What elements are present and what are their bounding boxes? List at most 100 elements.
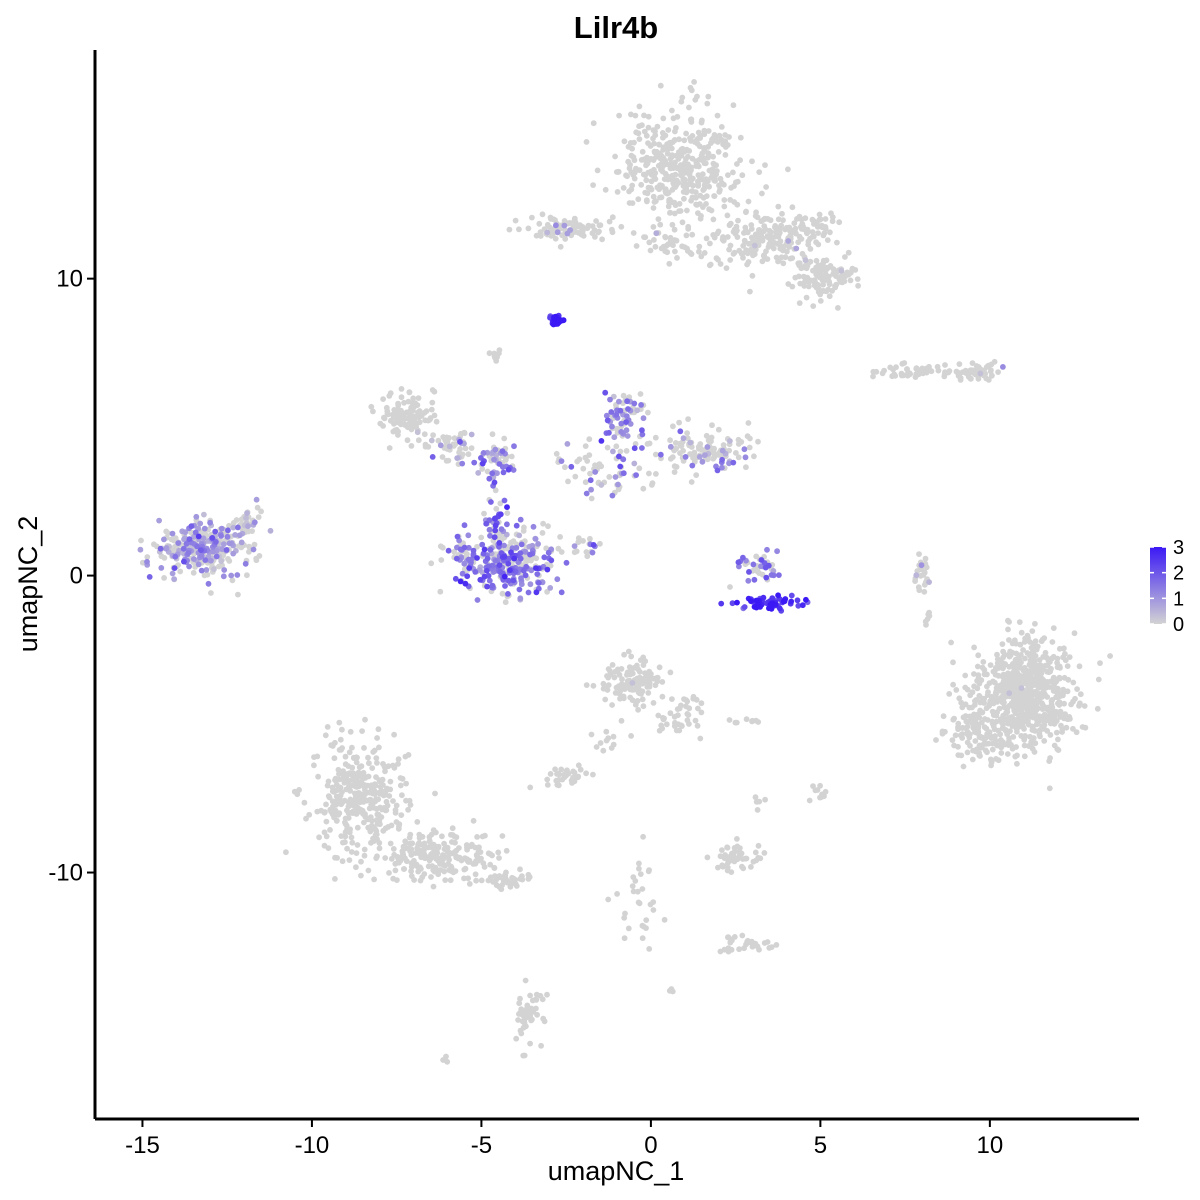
scatter-point bbox=[521, 1020, 528, 1026]
scatter-point bbox=[749, 234, 756, 241]
scatter-point bbox=[640, 156, 647, 163]
scatter-point bbox=[660, 115, 667, 122]
scatter-point bbox=[971, 671, 977, 677]
scatter-point bbox=[588, 731, 595, 738]
scatter-point bbox=[325, 778, 332, 785]
scatter-point bbox=[504, 504, 510, 510]
scatter-point bbox=[789, 283, 796, 290]
scatter-point bbox=[923, 564, 930, 571]
scatter-point bbox=[503, 847, 510, 854]
scatter-point bbox=[820, 266, 827, 273]
scatter-point bbox=[629, 145, 635, 152]
scatter-point bbox=[972, 713, 978, 719]
scatter-point bbox=[446, 443, 453, 450]
scatter-point bbox=[529, 997, 536, 1004]
scatter-point bbox=[1061, 645, 1067, 652]
scatter-point bbox=[813, 257, 820, 264]
scatter-point bbox=[753, 798, 760, 805]
scatter-point bbox=[362, 813, 369, 820]
scatter-point bbox=[743, 855, 750, 862]
scatter-point bbox=[617, 463, 624, 470]
scatter-point bbox=[994, 656, 1001, 662]
scatter-point bbox=[822, 216, 829, 222]
scatter-point bbox=[726, 460, 732, 467]
scatter-point bbox=[731, 249, 738, 256]
scatter-point bbox=[533, 555, 540, 562]
scatter-point bbox=[1025, 678, 1032, 684]
scatter-point bbox=[377, 420, 384, 427]
scatter-point bbox=[941, 371, 948, 378]
scatter-point bbox=[780, 217, 786, 224]
scatter-point bbox=[588, 495, 595, 502]
scatter-point bbox=[1049, 716, 1056, 723]
scatter-point bbox=[590, 182, 596, 189]
scatter-point bbox=[412, 400, 419, 407]
scatter-point bbox=[402, 422, 408, 428]
scatter-point bbox=[442, 437, 449, 444]
scatter-point bbox=[797, 280, 804, 287]
scatter-point bbox=[613, 169, 620, 175]
scatter-point bbox=[679, 219, 686, 226]
x-tick-label: -15 bbox=[125, 1132, 160, 1159]
scatter-point bbox=[955, 752, 962, 758]
scatter-point bbox=[492, 527, 499, 534]
scatter-point bbox=[1018, 629, 1025, 636]
scatter-point bbox=[648, 186, 655, 193]
scatter-point bbox=[339, 726, 345, 733]
scatter-point bbox=[1014, 728, 1020, 735]
scatter-point bbox=[743, 464, 749, 471]
scatter-point bbox=[387, 778, 394, 785]
scatter-point bbox=[459, 460, 466, 467]
scatter-point bbox=[377, 821, 383, 828]
scatter-point bbox=[335, 766, 342, 773]
scatter-point bbox=[1016, 619, 1023, 625]
scatter-point bbox=[650, 675, 657, 682]
scatter-point bbox=[774, 548, 780, 555]
scatter-point bbox=[201, 572, 208, 579]
scatter-point bbox=[668, 986, 675, 992]
scatter-point bbox=[1006, 663, 1013, 670]
scatter-point bbox=[202, 557, 209, 563]
scatter-point bbox=[550, 321, 557, 328]
scatter-point bbox=[454, 455, 461, 461]
scatter-point bbox=[698, 119, 705, 126]
scatter-point bbox=[769, 242, 775, 248]
scatter-point bbox=[687, 451, 693, 457]
scatter-point bbox=[453, 834, 460, 841]
scatter-point bbox=[727, 438, 733, 444]
scatter-point bbox=[737, 157, 743, 164]
scatter-point bbox=[1060, 688, 1067, 694]
scatter-point bbox=[245, 523, 251, 530]
scatter-point bbox=[439, 454, 446, 460]
scatter-point bbox=[1041, 718, 1047, 724]
scatter-point bbox=[976, 680, 983, 687]
scatter-point bbox=[617, 407, 624, 414]
scatter-point bbox=[767, 217, 774, 224]
scatter-point bbox=[692, 96, 699, 103]
scatter-point bbox=[158, 553, 165, 560]
scatter-point bbox=[984, 683, 990, 690]
scatter-point bbox=[645, 124, 652, 131]
scatter-point bbox=[816, 211, 823, 218]
scatter-point bbox=[197, 547, 204, 553]
scatter-point bbox=[483, 520, 490, 527]
scatter-point bbox=[659, 679, 666, 685]
scatter-point bbox=[651, 199, 658, 205]
scatter-point bbox=[537, 233, 544, 239]
scatter-point bbox=[1012, 753, 1019, 760]
scatter-point bbox=[1063, 724, 1070, 731]
scatter-point bbox=[870, 373, 876, 380]
scatter-point bbox=[362, 716, 368, 723]
scatter-point bbox=[1046, 785, 1053, 792]
scatter-point bbox=[625, 925, 632, 932]
scatter-point bbox=[605, 896, 612, 903]
scatter-point bbox=[1000, 364, 1006, 370]
scatter-point bbox=[754, 214, 761, 221]
scatter-point bbox=[223, 547, 230, 553]
scatter-point bbox=[778, 222, 785, 229]
scatter-point bbox=[834, 239, 840, 246]
scatter-point bbox=[357, 799, 363, 806]
scatter-point bbox=[627, 140, 634, 146]
x-tick-label: 10 bbox=[977, 1132, 1004, 1159]
scatter-point bbox=[984, 692, 991, 698]
